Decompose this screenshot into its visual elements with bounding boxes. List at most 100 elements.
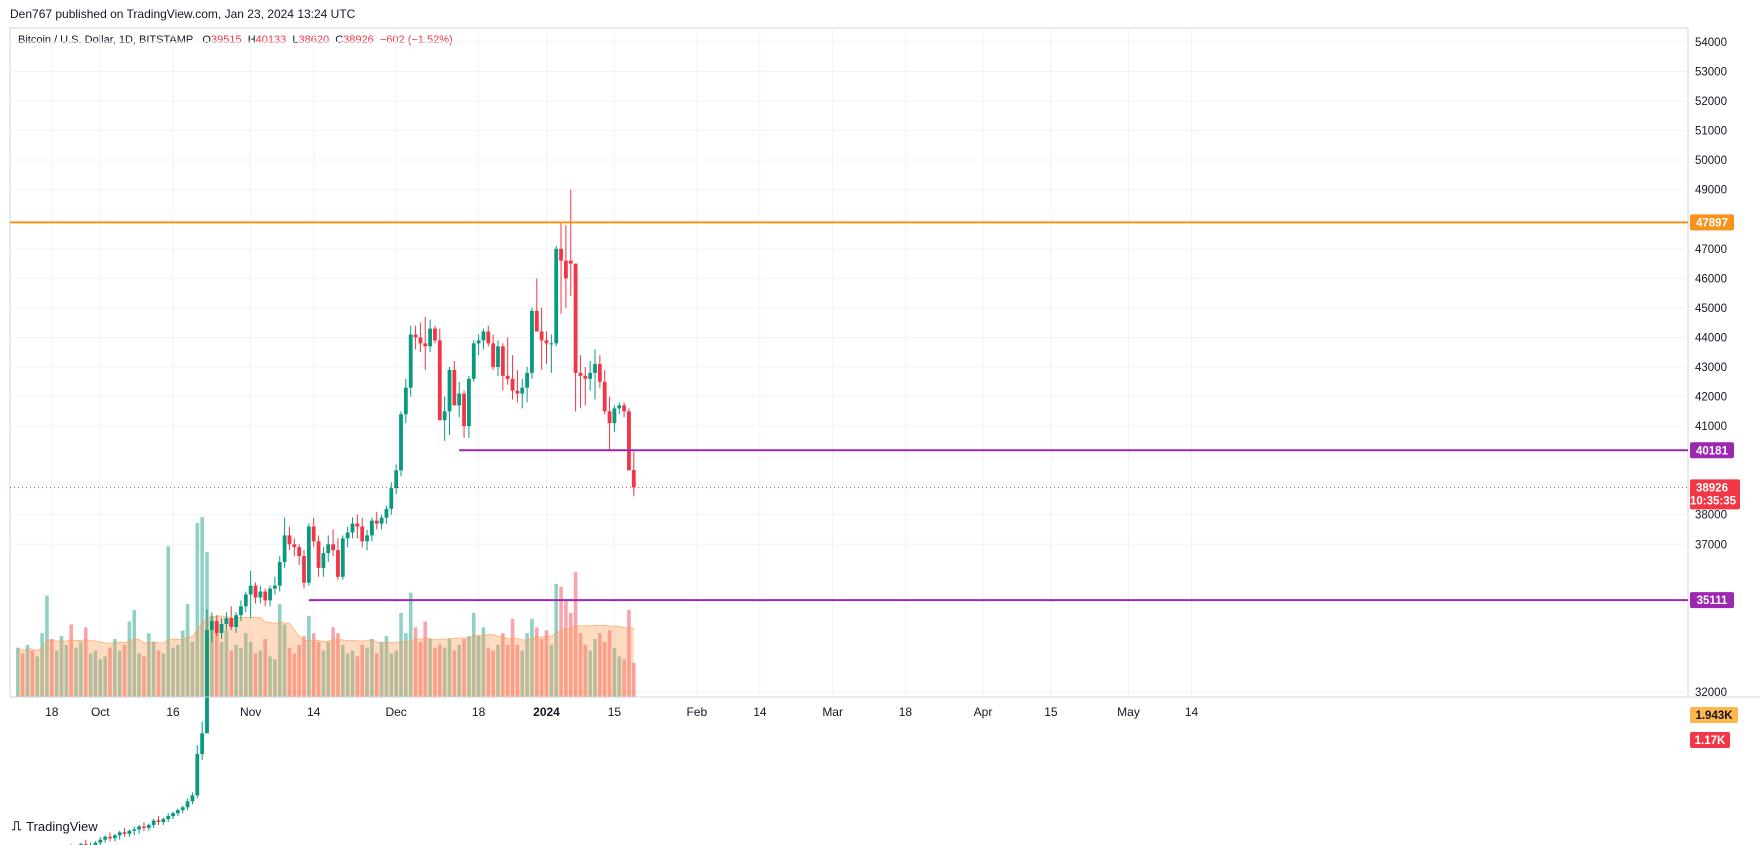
volume-bar [404, 633, 408, 697]
candle-body [229, 618, 234, 627]
volume-bar [166, 546, 170, 697]
change-value: −602 (−1.52%) [379, 34, 453, 46]
volume-bar [16, 647, 20, 697]
candle-body [433, 328, 437, 341]
volume-ma-area [17, 615, 634, 697]
volume-bar [79, 641, 83, 697]
volume-bar [50, 639, 54, 697]
volume-bar [214, 633, 219, 697]
candle-body [117, 832, 122, 836]
volume-bar [103, 656, 107, 697]
symbol-name[interactable]: Bitcoin / U.S. Dollar, 1D, BITSTAMP [18, 34, 194, 46]
volume-bar [20, 653, 25, 697]
volume-bar [593, 639, 597, 697]
candle-body [384, 508, 389, 518]
candle-body [452, 369, 457, 406]
volume-bar [268, 656, 272, 697]
candle-body [132, 829, 137, 831]
candle-body [360, 526, 365, 542]
volume-bar [471, 612, 476, 697]
candle-body [239, 606, 243, 616]
volume-bar [418, 641, 423, 697]
volume-bar [394, 650, 398, 697]
volume-bar [399, 612, 403, 697]
candle-body [108, 836, 112, 839]
candle-body [146, 824, 151, 828]
volume-bar [530, 618, 534, 697]
volume-bar [384, 636, 389, 697]
y-tick-label: 38000 [1695, 510, 1727, 522]
tradingview-logo-icon: ⎍ [12, 818, 21, 833]
x-tick-label: 18 [45, 705, 59, 719]
high-value: 40133 [255, 34, 287, 46]
volume-bar [113, 639, 117, 697]
volume-bar [122, 644, 127, 697]
volume-bar [467, 636, 471, 697]
candle-body [277, 562, 282, 586]
volume-bar [185, 604, 190, 697]
volume-bar [370, 639, 374, 697]
candle-body [597, 364, 602, 382]
volume-bar [554, 583, 558, 697]
symbol-legend: Bitcoin / U.S. Dollar, 1D, BITSTAMP O395… [18, 34, 453, 46]
candle-body [476, 340, 481, 344]
volume-bar [496, 644, 500, 697]
y-tick-label: 32000 [1695, 687, 1727, 699]
volume-bar [462, 639, 466, 697]
volume-bar [292, 653, 297, 697]
volume-bar [161, 653, 166, 697]
candle-body [93, 842, 98, 845]
candle-body [180, 807, 185, 811]
volume-bar [171, 647, 175, 697]
volume-bar [564, 601, 568, 697]
x-tick-label: 16 [166, 705, 180, 719]
candle-body [214, 621, 219, 633]
y-tick-label: 50000 [1695, 155, 1727, 167]
volume-bar [491, 650, 495, 697]
volume-bar [423, 621, 428, 697]
candle-body [224, 618, 229, 625]
volume-bar [336, 633, 340, 697]
candle-body [447, 369, 452, 412]
volume-bar [389, 653, 394, 697]
candle-body [374, 520, 379, 524]
candle-body [336, 550, 340, 577]
close-label: C [335, 34, 344, 46]
volume-bar [234, 644, 238, 697]
volume-bar [355, 656, 360, 697]
candle-body [568, 260, 573, 264]
open-label: O [202, 34, 211, 46]
volume-bar [559, 586, 563, 697]
volume-bar [321, 650, 326, 697]
candle-body [462, 393, 466, 427]
volume-bar [244, 633, 248, 697]
volume-bar [302, 636, 306, 697]
volume-bar [617, 656, 622, 697]
x-tick-label: 18 [472, 705, 486, 719]
candle-body [287, 535, 292, 545]
candle-body [185, 801, 190, 808]
y-tick-label: 45000 [1695, 303, 1727, 315]
volume-bar [612, 647, 617, 697]
candle-body [593, 364, 597, 373]
candle-body [530, 310, 534, 373]
y-tick-label: 53000 [1695, 67, 1727, 79]
candle-body [209, 621, 214, 630]
tradingview-brand[interactable]: ⎍ TradingView [12, 818, 98, 834]
candle-body [297, 547, 302, 557]
candle-body [549, 343, 554, 345]
level-tag [1690, 214, 1734, 231]
volume-bar [74, 647, 78, 697]
candle-body [302, 556, 306, 583]
candle-body [491, 343, 496, 367]
candle-body [306, 526, 311, 583]
candle-body [263, 591, 268, 601]
candle-body [559, 248, 563, 261]
candle-body [316, 541, 321, 568]
candle-body [496, 346, 500, 367]
volume-bar [282, 624, 287, 697]
candle-body [171, 813, 175, 817]
volume-bar [341, 644, 345, 697]
volume-bar [365, 647, 369, 697]
